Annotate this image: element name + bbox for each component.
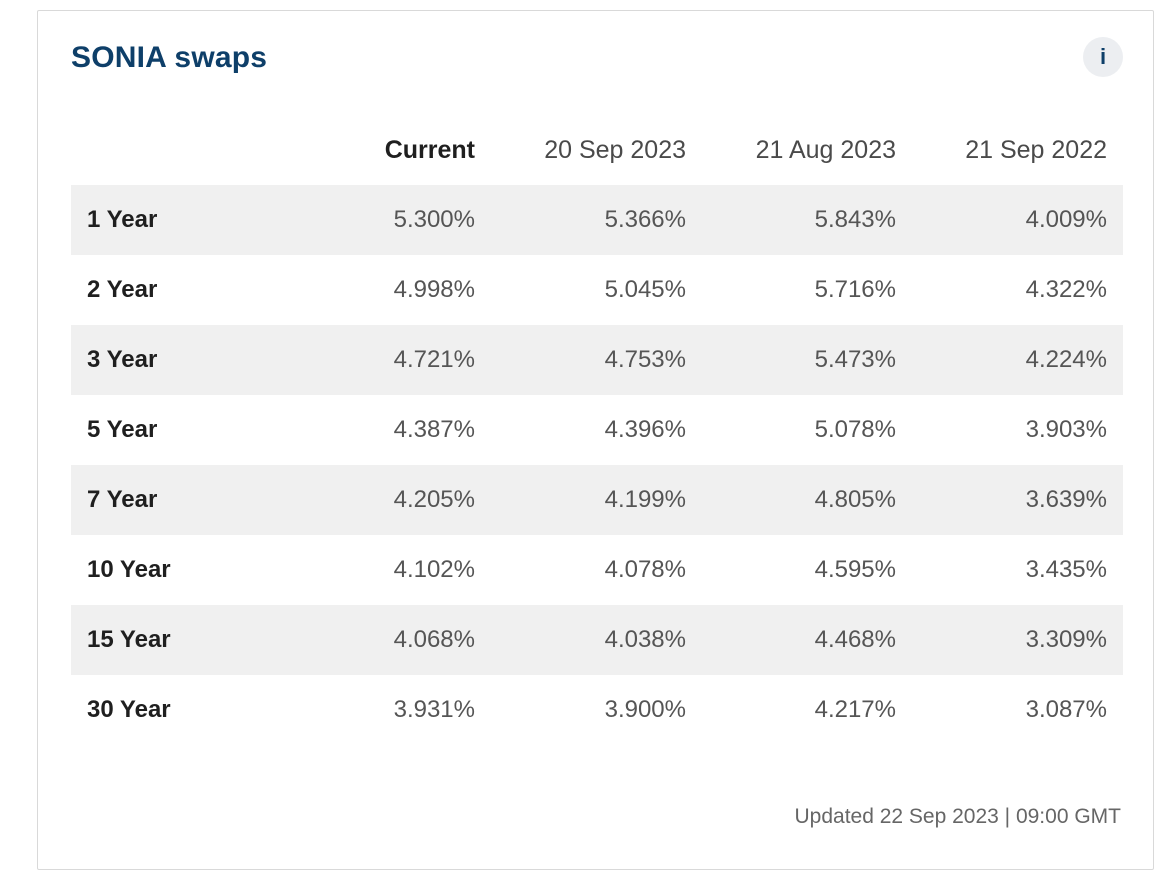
value-21-sep-2022: 3.435% [1025,556,1107,583]
value-21-aug-2023: 5.078% [814,416,896,443]
header-20-sep-2023: 20 Sep 2023 [544,135,686,164]
table-row: 1 Year 5.300% 5.366% 5.843% 4.009% [71,185,1123,255]
value-current: 4.068% [393,626,475,653]
table-row: 10 Year 4.102% 4.078% 4.595% 3.435% [71,535,1123,605]
value-20-sep-2023: 4.078% [604,556,686,583]
updated-timestamp: Updated 22 Sep 2023 | 09:00 GMT [794,805,1121,828]
value-21-aug-2023: 4.805% [814,486,896,513]
row-term: 15 Year [87,626,171,653]
row-term: 1 Year [87,206,158,233]
value-20-sep-2023: 5.366% [604,206,686,233]
value-20-sep-2023: 4.396% [604,416,686,443]
value-21-sep-2022: 4.224% [1025,346,1107,373]
value-current: 4.721% [393,346,475,373]
header-21-aug-2023: 21 Aug 2023 [755,135,896,164]
table-row: 30 Year 3.931% 3.900% 4.217% 3.087% [71,675,1123,745]
value-20-sep-2023: 5.045% [604,276,686,303]
table-header-row: Current 20 Sep 2023 21 Aug 2023 21 Sep 2… [71,115,1123,185]
value-21-sep-2022: 3.309% [1025,626,1107,653]
header-current: Current [384,135,475,164]
value-20-sep-2023: 3.900% [604,696,686,723]
row-term: 2 Year [87,276,158,303]
row-term: 3 Year [87,346,158,373]
value-21-sep-2022: 4.322% [1025,276,1107,303]
value-current: 4.387% [393,416,475,443]
value-current: 4.205% [393,486,475,513]
value-current: 4.998% [393,276,475,303]
value-21-aug-2023: 4.217% [814,696,896,723]
table-row: 7 Year 4.205% 4.199% 4.805% 3.639% [71,465,1123,535]
value-21-sep-2022: 3.087% [1025,696,1107,723]
value-21-aug-2023: 4.468% [814,626,896,653]
table-row: 2 Year 4.998% 5.045% 5.716% 4.322% [71,255,1123,325]
row-term: 30 Year [87,696,171,723]
value-21-aug-2023: 4.595% [814,556,896,583]
swaps-table: Current 20 Sep 2023 21 Aug 2023 21 Sep 2… [71,115,1123,745]
value-current: 5.300% [393,206,475,233]
table-row: 15 Year 4.068% 4.038% 4.468% 3.309% [71,605,1123,675]
value-21-sep-2022: 3.639% [1025,486,1107,513]
row-term: 7 Year [87,486,158,513]
value-20-sep-2023: 4.753% [604,346,686,373]
value-current: 4.102% [393,556,475,583]
value-20-sep-2023: 4.199% [604,486,686,513]
value-21-aug-2023: 5.843% [814,206,896,233]
row-term: 10 Year [87,556,171,583]
table-row: 5 Year 4.387% 4.396% 5.078% 3.903% [71,395,1123,465]
value-21-sep-2022: 3.903% [1025,416,1107,443]
header-21-sep-2022: 21 Sep 2022 [965,135,1107,164]
value-21-aug-2023: 5.716% [814,276,896,303]
value-20-sep-2023: 4.038% [604,626,686,653]
sonia-swaps-card: SONIA swaps i Current 20 Sep 2023 21 Aug… [37,10,1154,870]
widget-title: SONIA swaps [71,41,268,74]
row-term: 5 Year [87,416,158,443]
value-21-aug-2023: 5.473% [814,346,896,373]
value-current: 3.931% [393,696,475,723]
table-row: 3 Year 4.721% 4.753% 5.473% 4.224% [71,325,1123,395]
value-21-sep-2022: 4.009% [1025,206,1107,233]
info-icon[interactable]: i [1083,37,1123,77]
